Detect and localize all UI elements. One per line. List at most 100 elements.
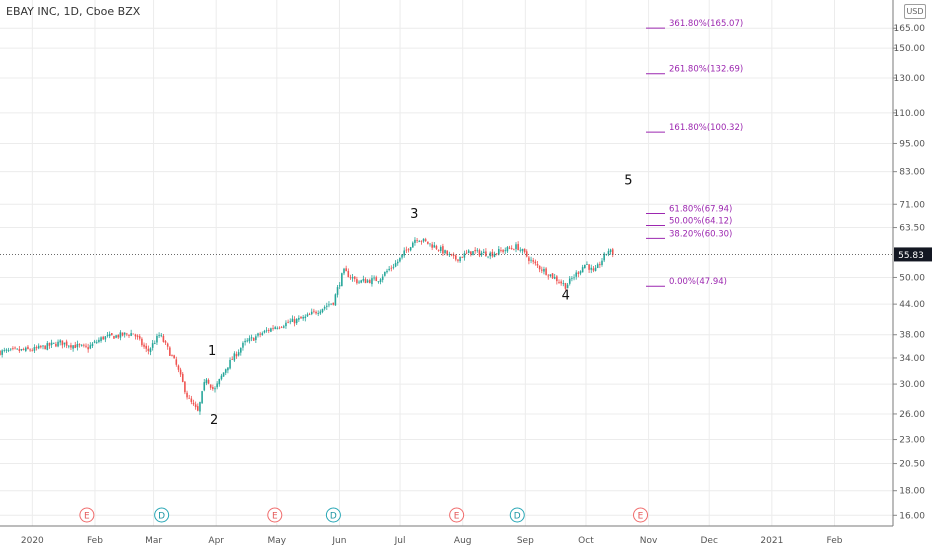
earnings-marker[interactable] <box>267 507 283 523</box>
candle-body <box>46 343 49 350</box>
candle-body <box>141 338 143 346</box>
candle-body <box>356 279 358 284</box>
candle-body <box>485 251 487 257</box>
currency-badge[interactable]: USD <box>904 4 926 19</box>
y-tick-label: 63.50 <box>899 224 925 234</box>
candle-body <box>113 336 115 339</box>
candle-body <box>457 259 459 261</box>
candle-body <box>192 402 195 405</box>
y-tick-label: 20.50 <box>899 460 925 470</box>
candle-body <box>498 249 500 255</box>
candle-body <box>220 375 223 380</box>
chart-grid <box>0 0 893 526</box>
candle-body <box>523 248 526 252</box>
candle-body <box>104 336 107 340</box>
dividend-marker-label: D <box>514 512 521 522</box>
candle-body <box>156 335 158 343</box>
candle-body <box>584 264 586 269</box>
candle-body <box>22 349 25 350</box>
candle-body <box>50 342 53 345</box>
candle-body <box>467 250 470 254</box>
candle-body <box>291 318 294 322</box>
candle-body <box>25 347 27 351</box>
candle-body <box>147 348 150 352</box>
candle-body <box>89 345 92 349</box>
dividend-marker[interactable] <box>154 507 170 523</box>
candle-body <box>412 242 414 248</box>
candle-body <box>416 240 418 241</box>
x-tick-label: Aug <box>454 536 472 546</box>
candle-body <box>278 327 281 329</box>
candle-body <box>379 279 382 282</box>
candle-body <box>564 283 567 289</box>
earnings-marker-label: E <box>84 512 90 522</box>
candle-body <box>300 316 302 319</box>
candle-body <box>5 349 8 351</box>
candle-body <box>556 276 558 282</box>
last-price-badge <box>894 247 932 262</box>
candle-body <box>119 332 122 338</box>
candle-body <box>547 275 550 277</box>
dividend-marker[interactable] <box>509 507 525 523</box>
candle-body <box>399 257 401 262</box>
candle-body <box>530 259 532 261</box>
candle-body <box>330 303 332 305</box>
candle-body <box>424 239 427 241</box>
candle-body <box>470 251 472 255</box>
candle-body <box>394 263 397 267</box>
candle-body <box>360 280 362 283</box>
candle-body <box>65 341 68 346</box>
earnings-marker[interactable] <box>79 507 95 523</box>
x-tick-label: Feb <box>87 536 103 546</box>
earnings-marker[interactable] <box>449 507 465 523</box>
candle-body <box>478 250 481 256</box>
x-tick-label: Oct <box>578 536 594 546</box>
fib-level-label: 361.80%(165.07) <box>669 19 743 29</box>
candle-body <box>588 264 590 270</box>
candle-body <box>538 265 541 270</box>
candle-body <box>257 333 259 336</box>
candle-body <box>334 294 337 306</box>
candle-body <box>349 277 352 279</box>
candle-body <box>521 249 524 251</box>
candle-body <box>100 337 102 341</box>
elliott-wave-labels: 1 2 3 4 5 <box>208 174 633 428</box>
candle-body <box>304 316 307 319</box>
x-tick-label: May <box>268 536 287 546</box>
candle-body <box>495 253 498 255</box>
dividend-marker[interactable] <box>325 507 341 523</box>
candle-body <box>306 314 309 317</box>
earnings-marker[interactable] <box>633 507 649 523</box>
candle-body <box>388 268 390 270</box>
candle-body <box>87 347 89 350</box>
candle-body <box>160 335 163 337</box>
candle-body <box>439 247 442 251</box>
candle-body <box>341 273 343 287</box>
candle-body <box>545 268 547 275</box>
candle-body <box>203 382 206 391</box>
candle-body <box>500 250 502 251</box>
candle-body <box>319 311 322 314</box>
candle-body <box>450 253 453 256</box>
candle-body <box>169 347 171 356</box>
candle-body <box>149 348 152 352</box>
candle-body <box>143 344 145 347</box>
candle-body <box>201 391 203 404</box>
candle-body <box>405 249 408 251</box>
y-tick-label: 83.00 <box>899 168 925 178</box>
candle-body <box>55 343 57 347</box>
chart-title: EBAY INC, 1D, Cboe BZX <box>6 5 141 18</box>
candle-body <box>377 281 380 283</box>
candle-body <box>517 244 519 250</box>
candle-body <box>590 267 593 270</box>
candle-body <box>145 345 147 349</box>
candle-body <box>224 369 227 373</box>
candle-body <box>487 256 489 258</box>
candle-body <box>431 244 433 248</box>
candle-body <box>250 337 253 339</box>
candle-body <box>525 251 528 257</box>
wave-label-1: 1 <box>208 344 216 359</box>
candle-body <box>536 263 539 266</box>
